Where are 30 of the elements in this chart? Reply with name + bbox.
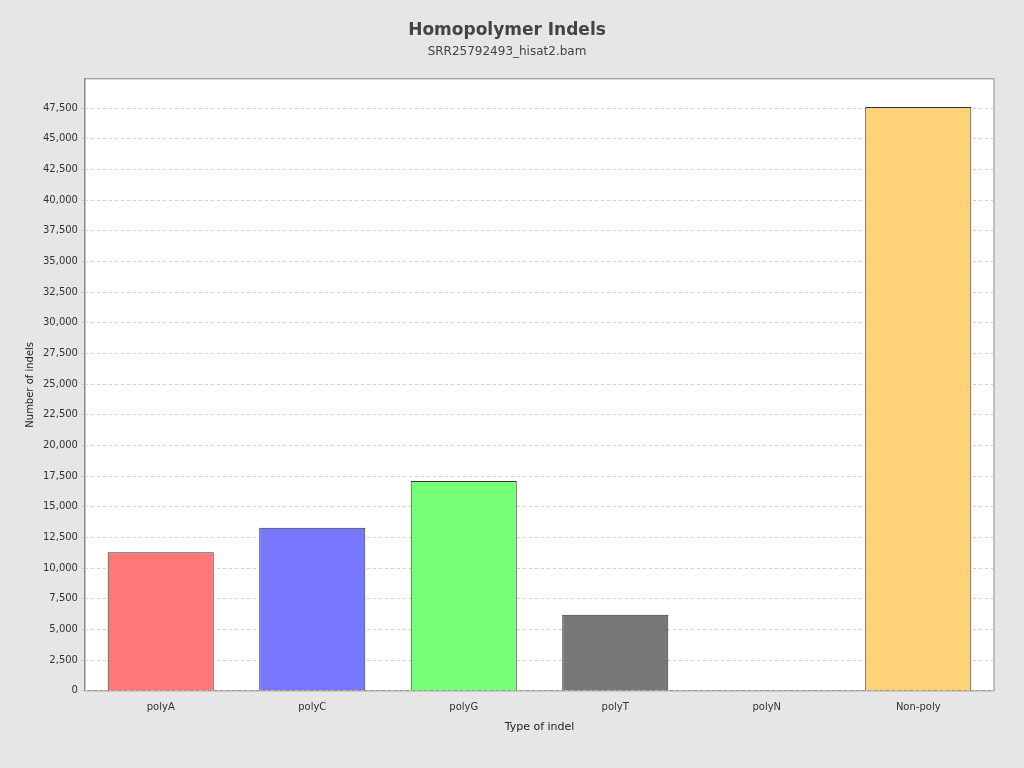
y-tick-label: 25,000 (42, 377, 78, 389)
y-tick-label: 12,500 (42, 531, 78, 543)
x-tick-label: polyC (298, 701, 327, 713)
chart-title: Homopolymer Indels (408, 18, 606, 39)
y-tick-label: 17,500 (42, 469, 78, 481)
y-tick-label: 20,000 (42, 439, 78, 451)
y-tick-label: 2,500 (49, 653, 78, 665)
y-tick-label: 5,000 (49, 623, 78, 635)
x-tick-label: polyA (146, 701, 175, 713)
y-tick-label: 10,000 (42, 561, 78, 573)
x-tick-label: Non-poly (895, 701, 941, 713)
y-tick-label: 37,500 (42, 224, 78, 236)
y-tick-label: 32,500 (42, 285, 78, 297)
y-tick-label: 15,000 (42, 500, 78, 512)
y-axis-title: Number of indels (23, 341, 35, 428)
y-tick-label: 27,500 (42, 347, 78, 359)
y-tick-label: 47,500 (42, 101, 78, 113)
x-tick-label: polyG (449, 701, 479, 713)
y-tick-label: 30,000 (42, 316, 78, 328)
y-tick-label: 7,500 (49, 592, 78, 604)
x-axis-title: Type of indel (503, 720, 575, 734)
x-tick-label: polyN (752, 701, 782, 713)
y-tick-label: 45,000 (42, 132, 78, 144)
y-tick-label: 40,000 (42, 193, 78, 205)
y-tick-label: 22,500 (42, 408, 78, 420)
x-tick-label: polyT (601, 701, 630, 713)
y-tick-label: 0 (71, 684, 78, 696)
chart-subtitle: SRR25792493_hisat2.bam (427, 43, 587, 58)
y-tick-label: 42,500 (42, 163, 78, 175)
y-tick-label: 35,000 (42, 255, 78, 267)
